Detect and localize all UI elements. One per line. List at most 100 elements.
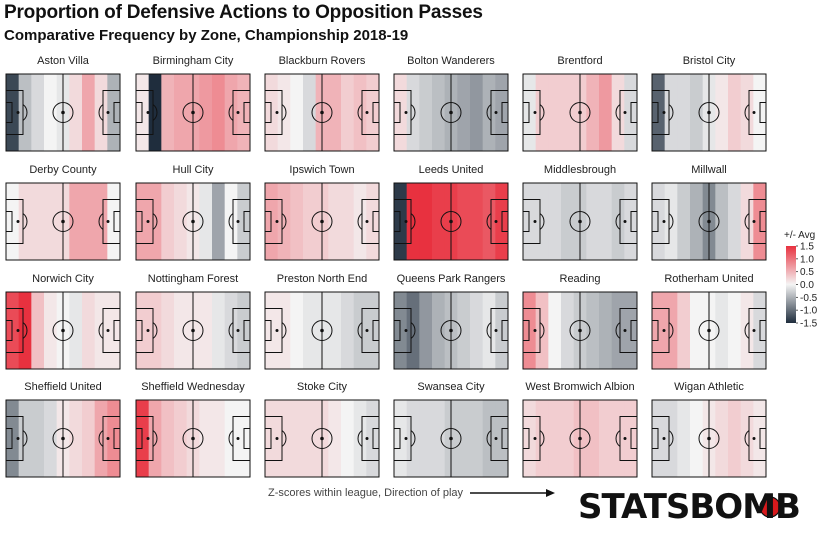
penalty-arc-left (281, 430, 287, 447)
goal-box-left (522, 102, 530, 123)
zone-cell (82, 400, 96, 477)
zone-cell (174, 74, 188, 151)
ball-icon (759, 496, 781, 518)
goal-box-left (5, 428, 13, 449)
penalty-spot-left (404, 111, 408, 114)
centre-circle (440, 211, 462, 232)
zone-cell (715, 74, 729, 151)
centre-spot (191, 219, 195, 224)
zone-cell (31, 400, 45, 477)
goal-box-left (264, 428, 272, 449)
centre-spot (578, 219, 582, 224)
centre-circle (52, 428, 74, 449)
zone-cell (561, 292, 575, 369)
zone-cell (715, 183, 729, 260)
centre-spot (61, 110, 65, 115)
zone-cell (18, 183, 32, 260)
penalty-spot-right (106, 220, 110, 223)
zone-cell (44, 292, 58, 369)
zone-cell (161, 292, 175, 369)
penalty-arc-left (668, 430, 674, 447)
goal-box-left (264, 102, 272, 123)
centre-circle (182, 320, 204, 341)
penalty-arc-left (22, 213, 28, 230)
zone-cell (199, 292, 213, 369)
zone-cell (136, 183, 150, 260)
zone-cell (586, 292, 600, 369)
zone-cell (470, 292, 484, 369)
zone-cell (199, 74, 213, 151)
team-name-sheffield-wednesday: Sheffield Wednesday (141, 381, 245, 393)
zone-cell (290, 292, 304, 369)
zone-cell (728, 292, 742, 369)
penalty-spot-right (236, 220, 240, 223)
legend-tick-label: 1.0 (800, 254, 814, 265)
zone-cell (290, 400, 304, 477)
goal-box-left (393, 428, 401, 449)
centre-spot (578, 436, 582, 441)
centre-circle (569, 428, 591, 449)
centre-spot (707, 328, 711, 333)
zone-cell (740, 74, 754, 151)
chart-subtitle: Comparative Frequency by Zone, Champions… (4, 27, 409, 44)
penalty-spot-left (146, 220, 150, 223)
zone-cell (523, 292, 537, 369)
goal-box-right (243, 320, 251, 341)
zone-cell (277, 292, 291, 369)
zone-cell (341, 400, 355, 477)
centre-spot (61, 436, 65, 441)
goal-box-left (393, 320, 401, 341)
centre-circle (182, 428, 204, 449)
zone-cell (341, 292, 355, 369)
penalty-spot-left (275, 329, 279, 332)
penalty-arc-right (98, 322, 104, 339)
goal-box-right (501, 320, 509, 341)
penalty-arc-right (486, 430, 492, 447)
penalty-arc-right (228, 322, 234, 339)
centre-spot (191, 328, 195, 333)
goal-box-left (5, 211, 13, 232)
goal-box-left (264, 211, 272, 232)
penalty-spot-left (275, 437, 279, 440)
zone-cell (535, 400, 549, 477)
penalty-arc-left (152, 213, 158, 230)
centre-circle (182, 102, 204, 123)
penalty-arc-right (615, 322, 621, 339)
zone-cell (652, 400, 666, 477)
penalty-spot-right (494, 220, 498, 223)
zone-cell (664, 400, 678, 477)
team-name-middlesbrough: Middlesbrough (544, 164, 616, 176)
penalty-arc-right (228, 430, 234, 447)
penalty-arc-left (281, 104, 287, 121)
zone-cell (44, 400, 58, 477)
zone-cell (174, 292, 188, 369)
penalty-arc-right (228, 104, 234, 121)
zone-cell (728, 183, 742, 260)
legend-title: +/- Avg (784, 230, 815, 241)
penalty-spot-left (16, 329, 20, 332)
penalty-arc-left (668, 104, 674, 121)
zone-cell (419, 74, 433, 151)
zone-cell (470, 183, 484, 260)
zone-cell (328, 183, 342, 260)
team-name-leeds-united: Leeds United (419, 164, 484, 176)
zone-cell (535, 74, 549, 151)
centre-circle (52, 102, 74, 123)
zone-cell (419, 292, 433, 369)
zone-cell (432, 400, 446, 477)
centre-circle (698, 102, 720, 123)
zone-cell (677, 400, 691, 477)
zone-cell (394, 292, 408, 369)
centre-circle (311, 211, 333, 232)
centre-spot (320, 219, 324, 224)
zone-cell (470, 400, 484, 477)
penalty-spot-right (236, 111, 240, 114)
penalty-arc-left (539, 104, 545, 121)
penalty-spot-right (236, 437, 240, 440)
centre-spot (320, 436, 324, 441)
penalty-arc-right (357, 322, 363, 339)
zone-cell (82, 292, 96, 369)
penalty-spot-left (662, 437, 666, 440)
penalty-arc-right (615, 213, 621, 230)
zone-cell (161, 74, 175, 151)
